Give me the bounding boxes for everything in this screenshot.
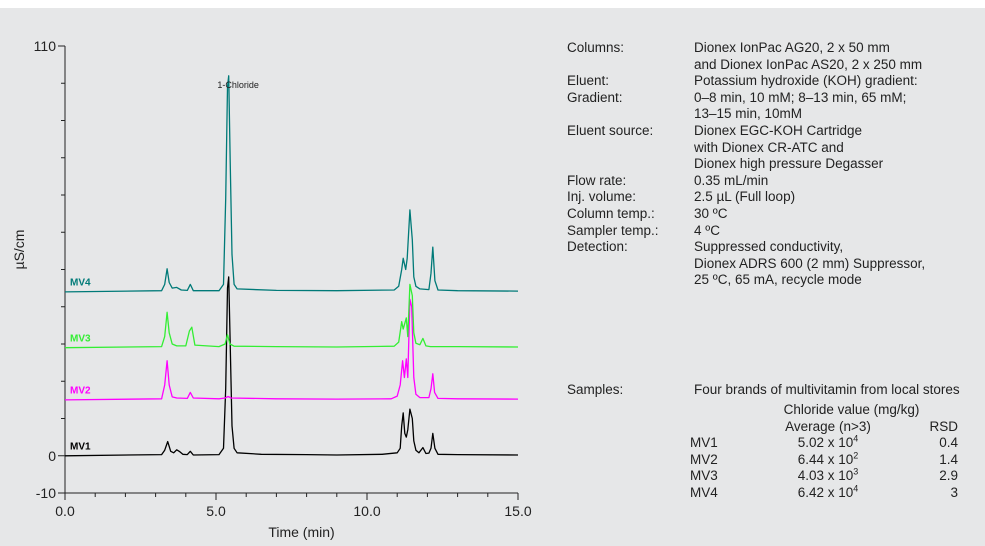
condition-value: Dionex high pressure Degasser: [694, 156, 884, 172]
y-tick-label: 110: [34, 38, 57, 54]
table-header-rsd: RSD: [929, 418, 958, 434]
average-cell: 6.44 x 102: [745, 450, 911, 469]
condition-value: 13–15 min, 10mM: [694, 106, 803, 122]
y-axis-title: µS/cm: [11, 230, 27, 270]
figure-panel: 0.0 5.0 10.0 15.0 -10 0 110 Time (min) µS/cm MV1…: [0, 8, 985, 546]
trace-mv4: [64, 75, 519, 293]
condition-value: 2.5 µL (Full loop): [694, 189, 796, 205]
condition-value: 0–8 min, 10 mM; 8–13 min, 65 mM;: [694, 89, 907, 105]
average-exponent: 3: [853, 466, 859, 477]
condition-label: Column temp.:: [567, 205, 655, 221]
condition-label: [567, 57, 694, 74]
condition-label: Flow rate:: [567, 172, 627, 188]
series-label-mv2: MV2: [70, 385, 91, 396]
condition-row: Eluent source: Dionex EGC-KOH Cartridge: [567, 123, 985, 140]
average-exponent: 2: [853, 450, 859, 461]
condition-value: Dionex IonPac AG20, 2 x 50 mm: [694, 40, 890, 55]
average-mantissa: 4.03 x 10: [797, 468, 854, 484]
condition-row: Gradient: 0–8 min, 10 mM; 8–13 min, 65 mM…: [567, 90, 985, 107]
condition-value: 4 ºC: [694, 222, 720, 238]
condition-row: Detection: Suppressed conductivity,: [567, 239, 985, 256]
average-cell: 5.02 x 104: [745, 433, 911, 452]
peak-annotation: 1-Chloride: [217, 80, 259, 90]
brand-cell: MV3: [690, 468, 718, 484]
condition-label: Sampler temp.:: [567, 222, 659, 238]
table-header-average: Average (n>3): [785, 418, 871, 434]
brand-cell: MV4: [690, 484, 718, 500]
table-row: MV1 5.02 x 104 0.4: [690, 433, 958, 452]
x-tick-label: 0.0: [55, 503, 75, 519]
series-label-mv4: MV4: [70, 277, 91, 288]
average-exponent: 4: [853, 483, 859, 494]
condition-row: 13–15 min, 10mM: [567, 106, 985, 123]
condition-row: and Dionex IonPac AS20, 2 x 250 mm: [567, 57, 985, 74]
condition-label: [567, 140, 694, 157]
condition-row: Columns: Dionex IonPac AG20, 2 x 50 mm: [567, 40, 985, 57]
series-label-mv3: MV3: [70, 333, 91, 344]
condition-row: Inj. volume: 2.5 µL (Full loop): [567, 189, 985, 206]
condition-value: 0.35 mL/min: [694, 172, 769, 188]
trace-mv3: [64, 283, 519, 349]
rsd-cell: 2.9: [939, 468, 958, 484]
x-tick-label: 10.0: [353, 503, 380, 519]
rsd-cell: 0.4: [939, 435, 958, 451]
condition-value: and Dionex IonPac AS20, 2 x 250 mm: [694, 56, 923, 72]
condition-label: [567, 256, 694, 273]
condition-row: Dionex ADRS 600 (2 mm) Suppressor,: [567, 256, 985, 273]
condition-row: Sampler temp.: 4 ºC: [567, 223, 985, 240]
condition-label: Eluent source:: [567, 122, 654, 138]
samples-description: Four brands of multivitamin from local s…: [694, 382, 960, 397]
chromatogram-chart: 0.0 5.0 10.0 15.0 -10 0 110 Time (min) µS/cm MV1…: [11, 38, 532, 540]
condition-value: Dionex EGC-KOH Cartridge: [694, 122, 863, 138]
condition-label: Inj. volume:: [567, 189, 637, 205]
average-mantissa: 6.42 x 10: [797, 484, 854, 500]
condition-value: 25 ºC, 65 mA, recycle mode: [694, 272, 862, 288]
condition-label: [567, 156, 694, 173]
average-cell: 4.03 x 103: [745, 466, 911, 485]
samples-label: Samples:: [567, 382, 624, 397]
condition-label: [567, 106, 694, 123]
x-tick-label: 15.0: [504, 503, 531, 519]
condition-label: Gradient:: [567, 89, 623, 105]
samples-block: Samples: Four brands of multivitamin fro…: [567, 382, 985, 399]
table-row: MV3 4.03 x 103 2.9: [690, 466, 958, 485]
condition-row: Column temp.: 30 ºC: [567, 206, 985, 223]
condition-label: Eluent:: [567, 73, 610, 89]
condition-row: with Dionex CR-ATC and: [567, 140, 985, 157]
condition-label: [567, 272, 694, 289]
y-tick-label: -10: [36, 485, 56, 501]
trace-mv2: [64, 298, 519, 401]
condition-value: with Dionex CR-ATC and: [694, 139, 844, 155]
x-axis-title: Time (min): [268, 524, 334, 540]
condition-label: Detection:: [567, 239, 628, 255]
condition-value: Potassium hydroxide (KOH) gradient:: [694, 73, 918, 89]
average-cell: 6.42 x 104: [745, 483, 911, 502]
condition-row: 25 ºC, 65 mA, recycle mode: [567, 272, 985, 289]
trace-mv1: [64, 276, 519, 457]
condition-value: Suppressed conductivity,: [694, 239, 844, 255]
chloride-results-table: Chloride value (mg/kg) Average (n>3) RSD…: [690, 402, 958, 502]
y-tick-label: 0: [48, 448, 56, 464]
condition-row: Dionex high pressure Degasser: [567, 156, 985, 173]
rsd-cell: 1.4: [939, 451, 958, 467]
brand-cell: MV1: [690, 435, 718, 451]
average-mantissa: 5.02 x 10: [797, 435, 854, 451]
condition-label: Columns:: [567, 40, 625, 55]
brand-cell: MV2: [690, 451, 718, 467]
condition-row: Flow rate: 0.35 mL/min: [567, 173, 985, 190]
series-label-mv1: MV1: [70, 441, 91, 452]
average-exponent: 4: [853, 433, 859, 444]
average-mantissa: 6.44 x 10: [797, 451, 854, 467]
condition-row: Eluent: Potassium hydroxide (KOH) gradien…: [567, 73, 985, 90]
table-header-chloride-value: Chloride value (mg/kg): [783, 402, 920, 417]
table-row: MV2 6.44 x 102 1.4: [690, 450, 958, 469]
condition-value: Dionex ADRS 600 (2 mm) Suppressor,: [694, 255, 926, 271]
condition-value: 30 ºC: [694, 205, 728, 221]
x-tick-label: 5.0: [206, 503, 226, 519]
table-row: MV4 6.42 x 104 3: [690, 483, 958, 502]
conditions-list: Columns: Dionex IonPac AG20, 2 x 50 mm and…: [567, 40, 985, 289]
rsd-cell: 3: [950, 484, 958, 500]
